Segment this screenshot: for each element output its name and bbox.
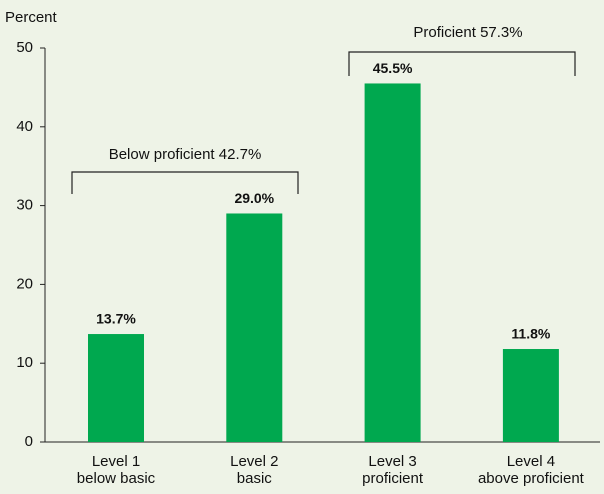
y-tick-label: 40 bbox=[16, 118, 33, 135]
x-tick-label: Level 4 bbox=[507, 453, 555, 470]
x-tick-label: above proficient bbox=[478, 470, 585, 487]
y-tick-label: 50 bbox=[16, 39, 33, 56]
annotation: Below proficient 42.7% bbox=[109, 146, 262, 163]
bar bbox=[88, 334, 144, 442]
bar bbox=[364, 83, 421, 443]
value-label: 13.7% bbox=[96, 311, 136, 327]
value-label: 29.0% bbox=[234, 190, 274, 206]
x-tick-label: proficient bbox=[362, 470, 424, 487]
y-tick-label: 30 bbox=[16, 197, 33, 214]
bar bbox=[226, 213, 283, 442]
x-tick-label: Level 1 bbox=[92, 453, 140, 470]
bar bbox=[502, 349, 559, 442]
bracket bbox=[71, 171, 299, 194]
y-axis-label: Percent bbox=[5, 9, 58, 26]
value-label: 45.5% bbox=[373, 60, 413, 76]
x-tick-label: Level 2 bbox=[230, 453, 278, 470]
y-tick-label: 0 bbox=[25, 433, 33, 450]
y-tick-label: 10 bbox=[16, 354, 33, 371]
y-tick-label: 20 bbox=[16, 275, 33, 292]
x-tick-label: basic bbox=[237, 470, 273, 487]
x-tick-label: Level 3 bbox=[368, 453, 416, 470]
annotation: Proficient 57.3% bbox=[413, 24, 522, 41]
bracket bbox=[348, 51, 576, 76]
value-label: 11.8% bbox=[511, 326, 550, 342]
x-tick-label: below basic bbox=[77, 470, 156, 487]
